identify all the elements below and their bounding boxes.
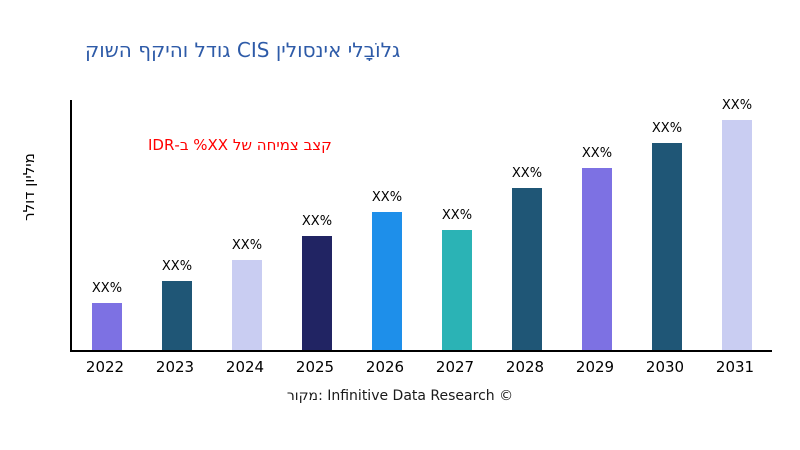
bar-value-label: XX% — [441, 208, 473, 223]
bar-value-label: XX% — [91, 281, 123, 296]
bar-slot: XX% — [282, 214, 352, 350]
bar-slot: XX% — [492, 166, 562, 350]
x-tick-2025: 2025 — [295, 358, 335, 376]
x-tick-2030: 2030 — [645, 358, 685, 376]
bar-2026 — [372, 212, 402, 350]
bar-2028 — [512, 188, 542, 350]
bar-2031 — [722, 120, 752, 350]
bar-value-label: XX% — [231, 238, 263, 253]
bar-2022 — [92, 303, 122, 350]
x-tick-2029: 2029 — [575, 358, 615, 376]
bar-slot: XX% — [142, 259, 212, 350]
x-tick-2031: 2031 — [715, 358, 755, 376]
bar-value-label: XX% — [301, 214, 333, 229]
bar-2027 — [442, 230, 472, 350]
bar-2030 — [652, 143, 682, 350]
bar-value-label: XX% — [581, 146, 613, 161]
bars-row: XX% XX% XX% XX% XX% XX% XX% XX% XX% XX% — [72, 98, 772, 350]
bar-value-label: XX% — [651, 121, 683, 136]
bar-slot: XX% — [702, 98, 772, 350]
plot-area: XX% XX% XX% XX% XX% XX% XX% XX% XX% XX% — [70, 98, 772, 352]
x-axis-tick-labels: 2022 2023 2024 2025 2026 2027 2028 2029 2030 2031 — [70, 358, 770, 376]
source-footer: מקור: Infinitive Data Research © — [286, 388, 514, 404]
bar-2029 — [582, 168, 612, 350]
bar-value-label: XX% — [371, 190, 403, 205]
chart-title: גלוֹבָלי אינסולין CIS גודל והיקף השוק — [85, 38, 401, 62]
x-tick-2028: 2028 — [505, 358, 545, 376]
bar-slot: XX% — [632, 121, 702, 350]
y-axis-label: מיליון דולר — [20, 153, 38, 221]
bar-value-label: XX% — [721, 98, 753, 113]
x-tick-2023: 2023 — [155, 358, 195, 376]
bar-2024 — [232, 260, 262, 350]
x-tick-2026: 2026 — [365, 358, 405, 376]
x-tick-2024: 2024 — [225, 358, 265, 376]
bar-2023 — [162, 281, 192, 350]
bar-slot: XX% — [562, 146, 632, 350]
bar-slot: XX% — [72, 281, 142, 350]
x-tick-2027: 2027 — [435, 358, 475, 376]
x-tick-2022: 2022 — [85, 358, 125, 376]
bar-slot: XX% — [352, 190, 422, 350]
bar-value-label: XX% — [161, 259, 193, 274]
growth-rate-annotation: קצב צמיחה של XX% ב-IDR — [148, 136, 332, 154]
bar-value-label: XX% — [511, 166, 543, 181]
bar-slot: XX% — [212, 238, 282, 350]
bar-2025 — [302, 236, 332, 350]
bar-slot: XX% — [422, 208, 492, 350]
